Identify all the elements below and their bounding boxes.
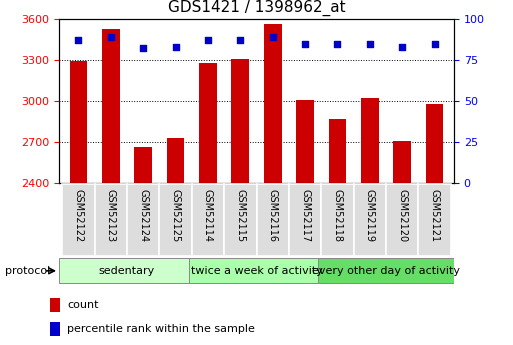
Text: GSM52122: GSM52122 bbox=[73, 189, 84, 242]
FancyBboxPatch shape bbox=[192, 184, 224, 256]
FancyBboxPatch shape bbox=[188, 258, 325, 283]
Text: GSM52120: GSM52120 bbox=[397, 189, 407, 242]
Bar bbox=[296, 100, 314, 183]
Point bbox=[171, 44, 180, 50]
Text: protocol: protocol bbox=[5, 266, 50, 276]
Bar bbox=[70, 61, 87, 183]
Point bbox=[430, 41, 439, 46]
Text: GSM52119: GSM52119 bbox=[365, 189, 375, 242]
FancyBboxPatch shape bbox=[224, 184, 256, 256]
FancyBboxPatch shape bbox=[386, 184, 419, 256]
Point bbox=[204, 38, 212, 43]
Point bbox=[74, 38, 83, 43]
Point bbox=[107, 34, 115, 40]
Point bbox=[301, 41, 309, 46]
FancyBboxPatch shape bbox=[318, 258, 454, 283]
FancyBboxPatch shape bbox=[62, 184, 94, 256]
Bar bbox=[134, 147, 152, 183]
FancyBboxPatch shape bbox=[59, 258, 195, 283]
Bar bbox=[167, 138, 185, 183]
Text: GSM52116: GSM52116 bbox=[268, 189, 278, 242]
Point bbox=[366, 41, 374, 46]
Text: GSM52123: GSM52123 bbox=[106, 189, 116, 242]
Bar bbox=[199, 63, 217, 183]
Bar bbox=[361, 98, 379, 183]
Bar bbox=[426, 104, 443, 183]
FancyBboxPatch shape bbox=[160, 184, 192, 256]
Text: GSM52124: GSM52124 bbox=[138, 189, 148, 242]
FancyBboxPatch shape bbox=[127, 184, 160, 256]
Point bbox=[236, 38, 244, 43]
FancyBboxPatch shape bbox=[419, 184, 451, 256]
Bar bbox=[393, 140, 411, 183]
Text: GSM52121: GSM52121 bbox=[429, 189, 440, 242]
Title: GDS1421 / 1398962_at: GDS1421 / 1398962_at bbox=[168, 0, 345, 16]
Text: GSM52115: GSM52115 bbox=[235, 189, 245, 242]
Bar bbox=[102, 29, 120, 183]
Text: percentile rank within the sample: percentile rank within the sample bbox=[67, 324, 255, 334]
Text: GSM52118: GSM52118 bbox=[332, 189, 343, 242]
FancyBboxPatch shape bbox=[256, 184, 289, 256]
FancyBboxPatch shape bbox=[289, 184, 321, 256]
FancyBboxPatch shape bbox=[94, 184, 127, 256]
Text: every other day of activity: every other day of activity bbox=[312, 266, 460, 276]
Bar bbox=[264, 24, 282, 183]
Text: GSM52114: GSM52114 bbox=[203, 189, 213, 242]
Point bbox=[139, 46, 147, 51]
Text: GSM52117: GSM52117 bbox=[300, 189, 310, 242]
FancyBboxPatch shape bbox=[353, 184, 386, 256]
Bar bbox=[50, 298, 61, 312]
Bar bbox=[231, 59, 249, 183]
Point bbox=[333, 41, 342, 46]
Bar bbox=[50, 322, 61, 336]
Point bbox=[269, 34, 277, 40]
FancyBboxPatch shape bbox=[321, 184, 353, 256]
Point bbox=[398, 44, 406, 50]
Text: count: count bbox=[67, 300, 98, 310]
Bar bbox=[328, 119, 346, 183]
Text: GSM52125: GSM52125 bbox=[170, 189, 181, 242]
Text: twice a week of activity: twice a week of activity bbox=[190, 266, 323, 276]
Text: sedentary: sedentary bbox=[99, 266, 155, 276]
